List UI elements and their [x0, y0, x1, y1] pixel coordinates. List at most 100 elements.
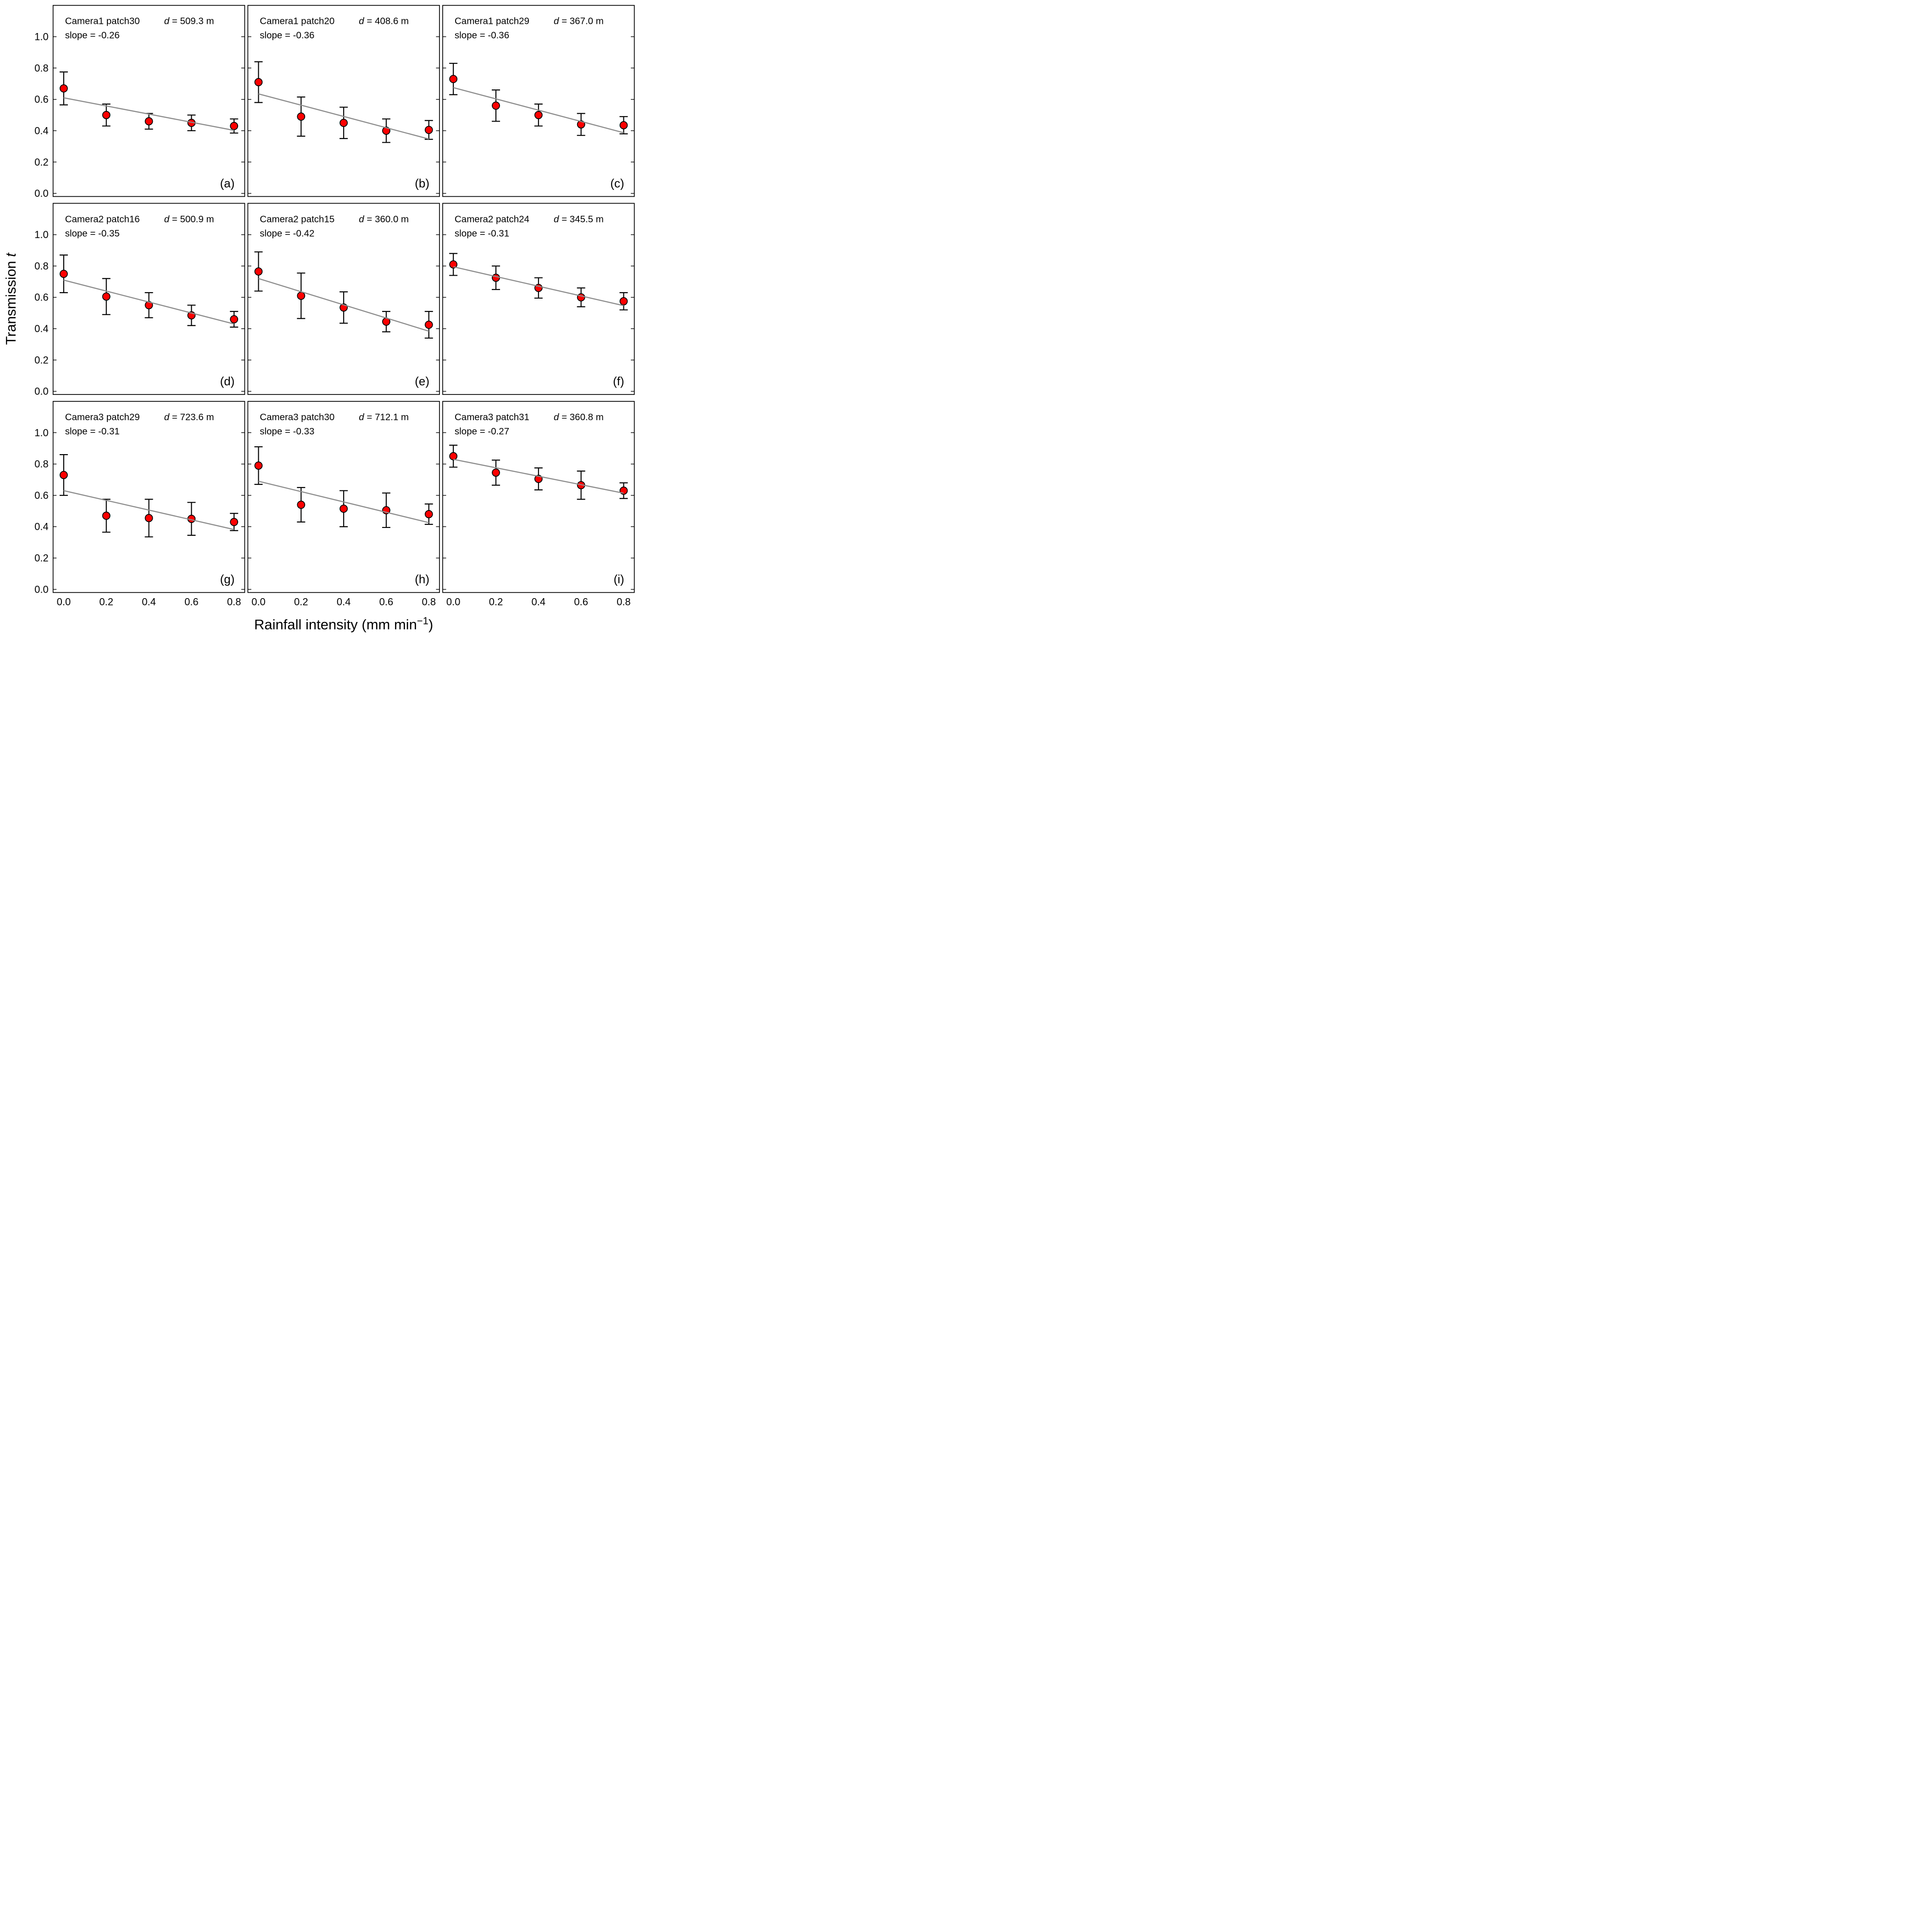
data-point: [254, 267, 263, 276]
axis-ticks: [53, 432, 245, 590]
plot-box: [247, 401, 440, 593]
y-tick-label: 1.0: [34, 229, 49, 240]
y-axis-title: Transmission t: [3, 252, 19, 345]
panel-h: 0.0 0.2 0.4 0.6 0.8 Camera3 patch30 d = 712.1 …: [247, 401, 440, 608]
x-tick-label: 0.8: [422, 596, 436, 608]
panel-a: 0.0 0.2 0.4 0.6 0.8 1.0 Camera1 patch30 d = 509…: [34, 5, 245, 199]
axis-ticks: [53, 36, 245, 194]
plot-box: [442, 203, 635, 395]
plot-box: [52, 401, 245, 593]
data-point: [230, 122, 239, 130]
data-point: [339, 505, 348, 513]
panel-distance: d = 360.0 m: [359, 214, 409, 224]
data-point: [492, 273, 500, 282]
data-point: [424, 126, 433, 134]
plot-box: [247, 203, 440, 395]
panel-d: 0.0 0.2 0.4 0.6 0.8 1.0 Camera2 patch16 d = 500…: [34, 203, 245, 397]
y-tick-label: 0.6: [34, 292, 49, 303]
y-tick-label: 0.8: [34, 458, 49, 470]
panel-g: 0.0 0.2 0.4 0.6 0.8 1.0 0.0 0.2 0.4 0.6 0.8 Camera3…: [34, 401, 245, 608]
panel-title: Camera3 patch29: [65, 412, 140, 422]
data-point: [297, 500, 306, 509]
data-point: [382, 127, 390, 135]
panel-letter: (e): [415, 374, 429, 388]
data-point: [619, 486, 628, 495]
figure-background: [0, 0, 643, 644]
y-tick-label: 0.8: [34, 62, 49, 74]
fit-line: [258, 278, 429, 332]
x-axis-title: Rainfall intensity (mm min−1): [254, 615, 433, 633]
x-tick-label: 0.2: [489, 596, 503, 608]
fit-line: [453, 87, 624, 133]
data-point: [449, 260, 458, 269]
y-tick-label: 0.0: [34, 386, 49, 397]
panel-distance: d = 723.6 m: [164, 412, 214, 422]
data-point: [492, 468, 500, 477]
fit-line: [453, 266, 624, 306]
data-point: [449, 75, 458, 83]
panel-distance: d = 367.0 m: [554, 16, 604, 27]
axis-ticks: [443, 36, 634, 194]
y-tick-label: 0.4: [34, 323, 49, 334]
y-tick-label: 0.6: [34, 489, 49, 501]
panel-letter: (f): [613, 374, 624, 388]
panel-letter: (b): [415, 176, 429, 190]
data-point: [230, 315, 239, 323]
fit-line: [63, 490, 234, 530]
data-point: [449, 452, 458, 461]
x-tick-label: 0.0: [57, 596, 71, 608]
data-point: [534, 111, 543, 119]
data-point: [60, 471, 68, 479]
x-tick-label: 0.4: [532, 596, 546, 608]
axis-ticks: [248, 36, 439, 194]
x-tick-label: 0.0: [446, 596, 461, 608]
panel-title: Camera1 patch20: [260, 16, 334, 27]
x-tick-label: 0.4: [142, 596, 156, 608]
y-tick-label: 0.0: [34, 188, 49, 199]
plot-box: [52, 203, 245, 395]
fit-line: [453, 459, 624, 494]
data-point: [619, 121, 628, 129]
panel-distance: d = 500.9 m: [164, 214, 214, 224]
y-tick-label: 0.2: [34, 354, 49, 366]
panel-f: Camera2 patch24 d = 345.5 m slope = -0.31 (…: [442, 203, 635, 395]
panel-title: Camera2 patch16: [65, 214, 140, 224]
data-point: [424, 510, 433, 518]
x-tick-label: 0.6: [574, 596, 588, 608]
panel-slope: slope = -0.33: [260, 426, 314, 437]
data-point: [102, 111, 111, 119]
panel-distance: d = 360.8 m: [554, 412, 604, 422]
x-tick-label: 0.8: [227, 596, 241, 608]
plot-box: [442, 401, 635, 593]
data-point: [339, 118, 348, 127]
data-point: [424, 321, 433, 329]
axis-ticks: [248, 432, 439, 590]
panel-title: Camera3 patch31: [455, 412, 529, 422]
fit-line: [63, 279, 234, 325]
data-point: [492, 101, 500, 110]
panel-letter: (d): [220, 374, 235, 388]
panel-distance: d = 345.5 m: [554, 214, 604, 224]
data-point: [145, 514, 153, 522]
panel-letter: (h): [415, 572, 429, 586]
figure: 0.0 0.2 0.4 0.6 0.8 1.0 Camera1 patch30 d = 509…: [0, 0, 643, 644]
panel-letter: (a): [220, 176, 235, 190]
axis-ticks: [443, 432, 634, 590]
panel-c: Camera1 patch29 d = 367.0 m slope = -0.36 (…: [442, 5, 635, 197]
y-tick-label: 1.0: [34, 427, 49, 439]
x-tick-label: 0.4: [337, 596, 351, 608]
plot-box: [52, 5, 245, 197]
data-point: [60, 84, 68, 93]
axis-ticks: [53, 234, 245, 392]
panel-slope: slope = -0.35: [65, 228, 120, 239]
y-tick-label: 1.0: [34, 31, 49, 43]
fit-line: [63, 97, 234, 131]
y-tick-label: 0.2: [34, 552, 49, 564]
panel-slope: slope = -0.31: [65, 426, 120, 437]
panel-i: 0.0 0.2 0.4 0.6 0.8 Camera3 patch31 d = 360.8 …: [442, 401, 635, 608]
data-point: [577, 293, 585, 302]
fit-line: [258, 93, 429, 140]
panel-slope: slope = -0.31: [455, 228, 509, 239]
y-tick-label: 0.2: [34, 156, 49, 168]
panel-title: Camera2 patch15: [260, 214, 334, 224]
